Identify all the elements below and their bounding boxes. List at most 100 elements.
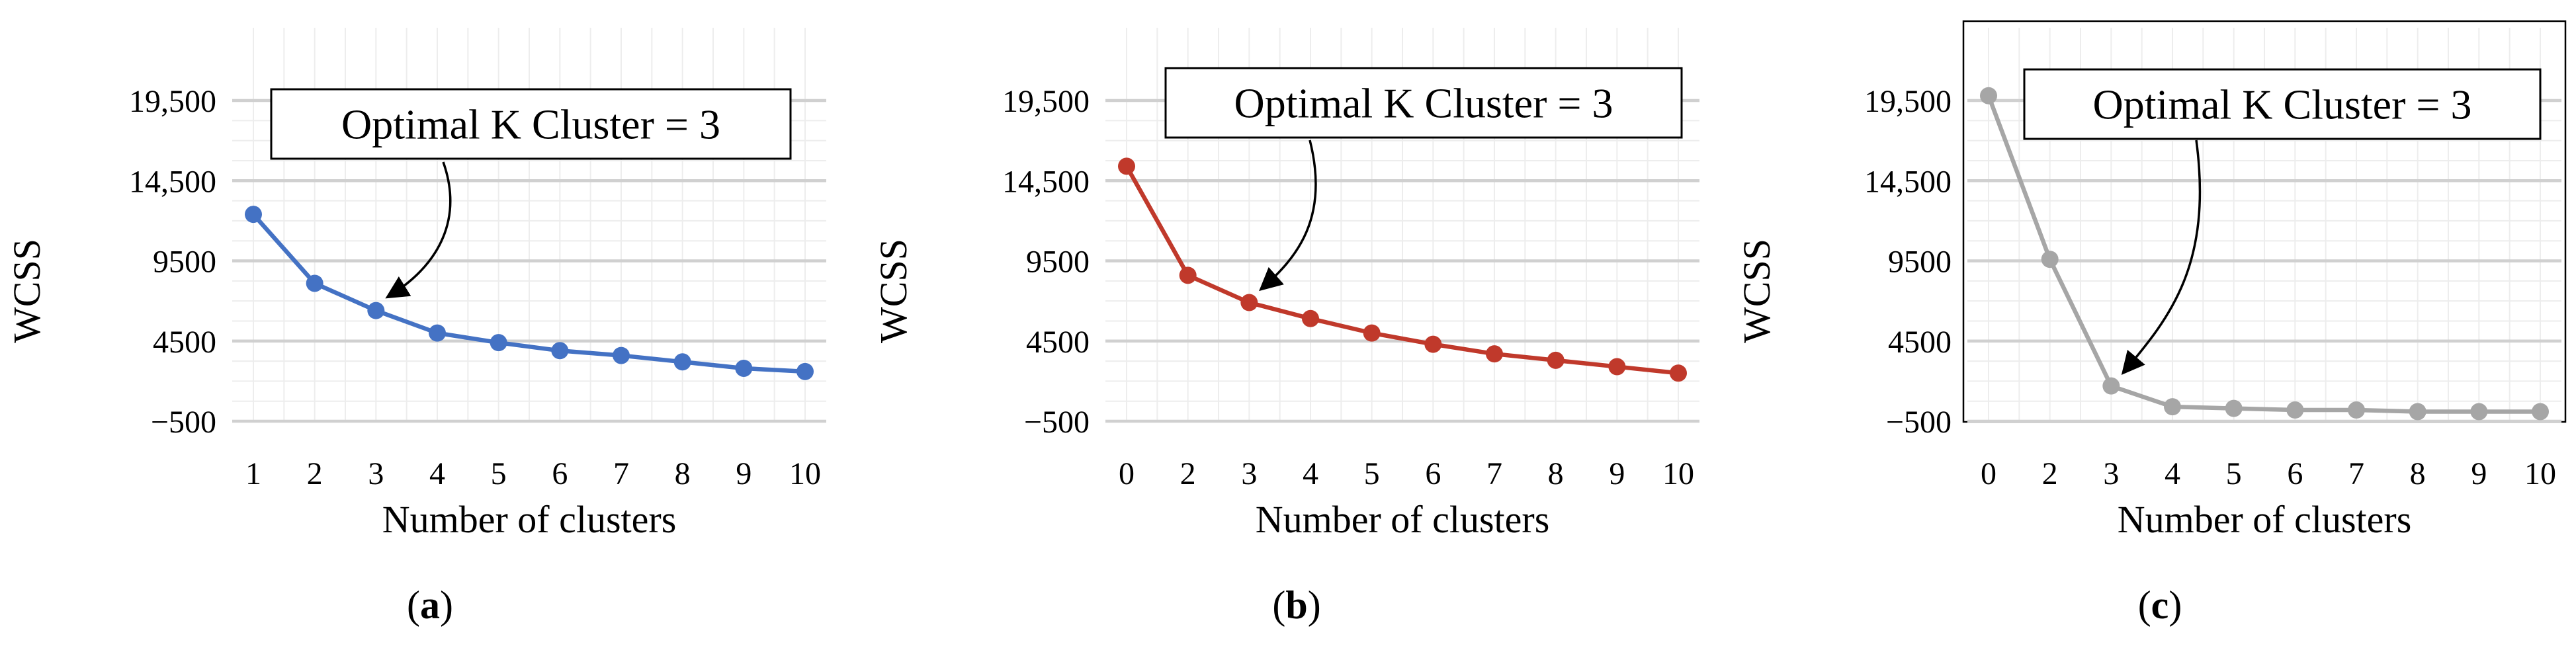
x-tick-label: 3 bbox=[2103, 456, 2119, 491]
x-tick-label: 8 bbox=[1548, 456, 1564, 491]
y-tick-label: 19,500 bbox=[1002, 84, 1090, 119]
x-tick-label: 7 bbox=[613, 456, 629, 491]
x-tick-label: 7 bbox=[1486, 456, 1502, 491]
data-point bbox=[673, 353, 691, 371]
data-point bbox=[1424, 335, 1442, 353]
annotation-text: Optimal K Cluster = 3 bbox=[341, 101, 720, 148]
data-point bbox=[1486, 345, 1503, 363]
x-tick-label: 9 bbox=[2471, 456, 2487, 491]
panel-label: (b) bbox=[1272, 583, 1320, 627]
y-tick-label: 4500 bbox=[1888, 325, 1952, 360]
chart-panel-c: 19,500 14,500 9500 4500 −500 0 2 3 4 5 6 7 8 9 10 Numbe… bbox=[1735, 20, 2567, 627]
data-point bbox=[1118, 157, 1135, 175]
data-point bbox=[306, 274, 323, 292]
data-point bbox=[490, 334, 507, 352]
x-tick-label: 6 bbox=[552, 456, 568, 491]
y-tick-label: 14,500 bbox=[129, 164, 216, 199]
annotation-box bbox=[2023, 68, 2542, 140]
annotation-arrow bbox=[2121, 140, 2202, 376]
x-tick-label: 10 bbox=[789, 456, 821, 491]
data-point bbox=[2348, 401, 2365, 419]
annotation-text: Optimal K Cluster = 3 bbox=[2093, 81, 2472, 128]
x-tick-label: 5 bbox=[1364, 456, 1380, 491]
data-point bbox=[2532, 403, 2549, 421]
data-point bbox=[2164, 398, 2181, 416]
x-axis-title: Number of clusters bbox=[2118, 498, 2412, 541]
data-point bbox=[2225, 399, 2243, 417]
data-point bbox=[1547, 351, 1565, 369]
data-point bbox=[367, 302, 385, 319]
y-tick-label: −500 bbox=[1886, 405, 1952, 440]
x-tick-label: 3 bbox=[1241, 456, 1257, 491]
x-tick-label: 4 bbox=[1303, 456, 1318, 491]
y-tick-label: −500 bbox=[151, 405, 216, 440]
annotation-text: Optimal K Cluster = 3 bbox=[1234, 80, 1613, 127]
data-point bbox=[1980, 87, 1997, 104]
x-tick-label: 8 bbox=[2410, 456, 2426, 491]
y-tick-label: 19,500 bbox=[1864, 84, 1952, 119]
chart-panel-b: 19,500 14,500 9500 4500 −500 0 2 3 4 5 6 7 8 9 10 Numbe… bbox=[872, 28, 1699, 627]
x-tick-label: 4 bbox=[429, 456, 445, 491]
x-tick-label: 5 bbox=[2226, 456, 2242, 491]
data-point bbox=[551, 342, 569, 360]
data-point bbox=[1608, 358, 1626, 376]
x-tick-label: 9 bbox=[736, 456, 751, 491]
y-axis-title: WCSS bbox=[5, 239, 48, 343]
chart-panel-a: 19,500 14,500 9500 4500 −500 1 2 3 4 5 6 7 8 9 10 Numbe… bbox=[5, 28, 826, 627]
data-point bbox=[1240, 294, 1258, 311]
x-tick-label: 8 bbox=[675, 456, 691, 491]
annotation-arrow bbox=[385, 161, 452, 299]
x-axis-title: Number of clusters bbox=[1256, 498, 1550, 541]
panel-label: (c) bbox=[2138, 583, 2182, 627]
data-point bbox=[613, 346, 630, 364]
data-point bbox=[2102, 377, 2120, 395]
data-point bbox=[429, 324, 446, 342]
x-tick-label: 6 bbox=[1425, 456, 1441, 491]
panel-label: (a) bbox=[407, 583, 453, 627]
x-tick-label: 9 bbox=[1609, 456, 1625, 491]
x-tick-label: 6 bbox=[2287, 456, 2303, 491]
x-tick-label: 10 bbox=[1662, 456, 1694, 491]
x-tick-label: 0 bbox=[1119, 456, 1135, 491]
y-tick-label: 9500 bbox=[1026, 245, 1090, 280]
x-tick-label: 2 bbox=[1180, 456, 1196, 491]
data-point bbox=[1179, 266, 1197, 284]
data-point bbox=[1302, 309, 1319, 327]
x-tick-label: 2 bbox=[307, 456, 323, 491]
series-line bbox=[1125, 165, 1679, 376]
series-line bbox=[1986, 95, 2540, 414]
data-point bbox=[2286, 401, 2304, 419]
annotation-box bbox=[270, 88, 792, 160]
y-tick-label: −500 bbox=[1024, 405, 1090, 440]
x-tick-label: 10 bbox=[2524, 456, 2556, 491]
annotation-arrow bbox=[1259, 140, 1317, 292]
data-point bbox=[796, 362, 814, 380]
data-point bbox=[2470, 403, 2488, 421]
x-tick-label: 7 bbox=[2348, 456, 2364, 491]
y-tick-label: 19,500 bbox=[129, 84, 216, 119]
x-tick-label: 3 bbox=[368, 456, 384, 491]
y-axis-title: WCSS bbox=[872, 239, 915, 343]
annotation-box bbox=[1164, 67, 1683, 139]
y-tick-label: 4500 bbox=[153, 325, 216, 360]
x-tick-label: 0 bbox=[1981, 456, 1996, 491]
x-tick-label: 2 bbox=[2042, 456, 2058, 491]
data-point bbox=[2409, 403, 2426, 421]
x-axis-title: Number of clusters bbox=[382, 498, 677, 541]
x-tick-label: 5 bbox=[491, 456, 507, 491]
data-point bbox=[1363, 324, 1381, 342]
data-point bbox=[1670, 364, 1687, 382]
data-point bbox=[245, 206, 262, 224]
x-tick-label: 4 bbox=[2165, 456, 2180, 491]
y-tick-label: 4500 bbox=[1026, 325, 1090, 360]
y-tick-label: 14,500 bbox=[1002, 164, 1090, 199]
x-tick-label: 1 bbox=[245, 456, 261, 491]
series-line bbox=[251, 213, 806, 374]
y-axis-title: WCSS bbox=[1735, 239, 1778, 343]
y-tick-label: 9500 bbox=[1888, 245, 1952, 280]
data-point bbox=[2041, 251, 2059, 268]
y-tick-label: 9500 bbox=[153, 245, 216, 280]
y-tick-label: 14,500 bbox=[1864, 164, 1952, 199]
data-point bbox=[735, 359, 753, 377]
